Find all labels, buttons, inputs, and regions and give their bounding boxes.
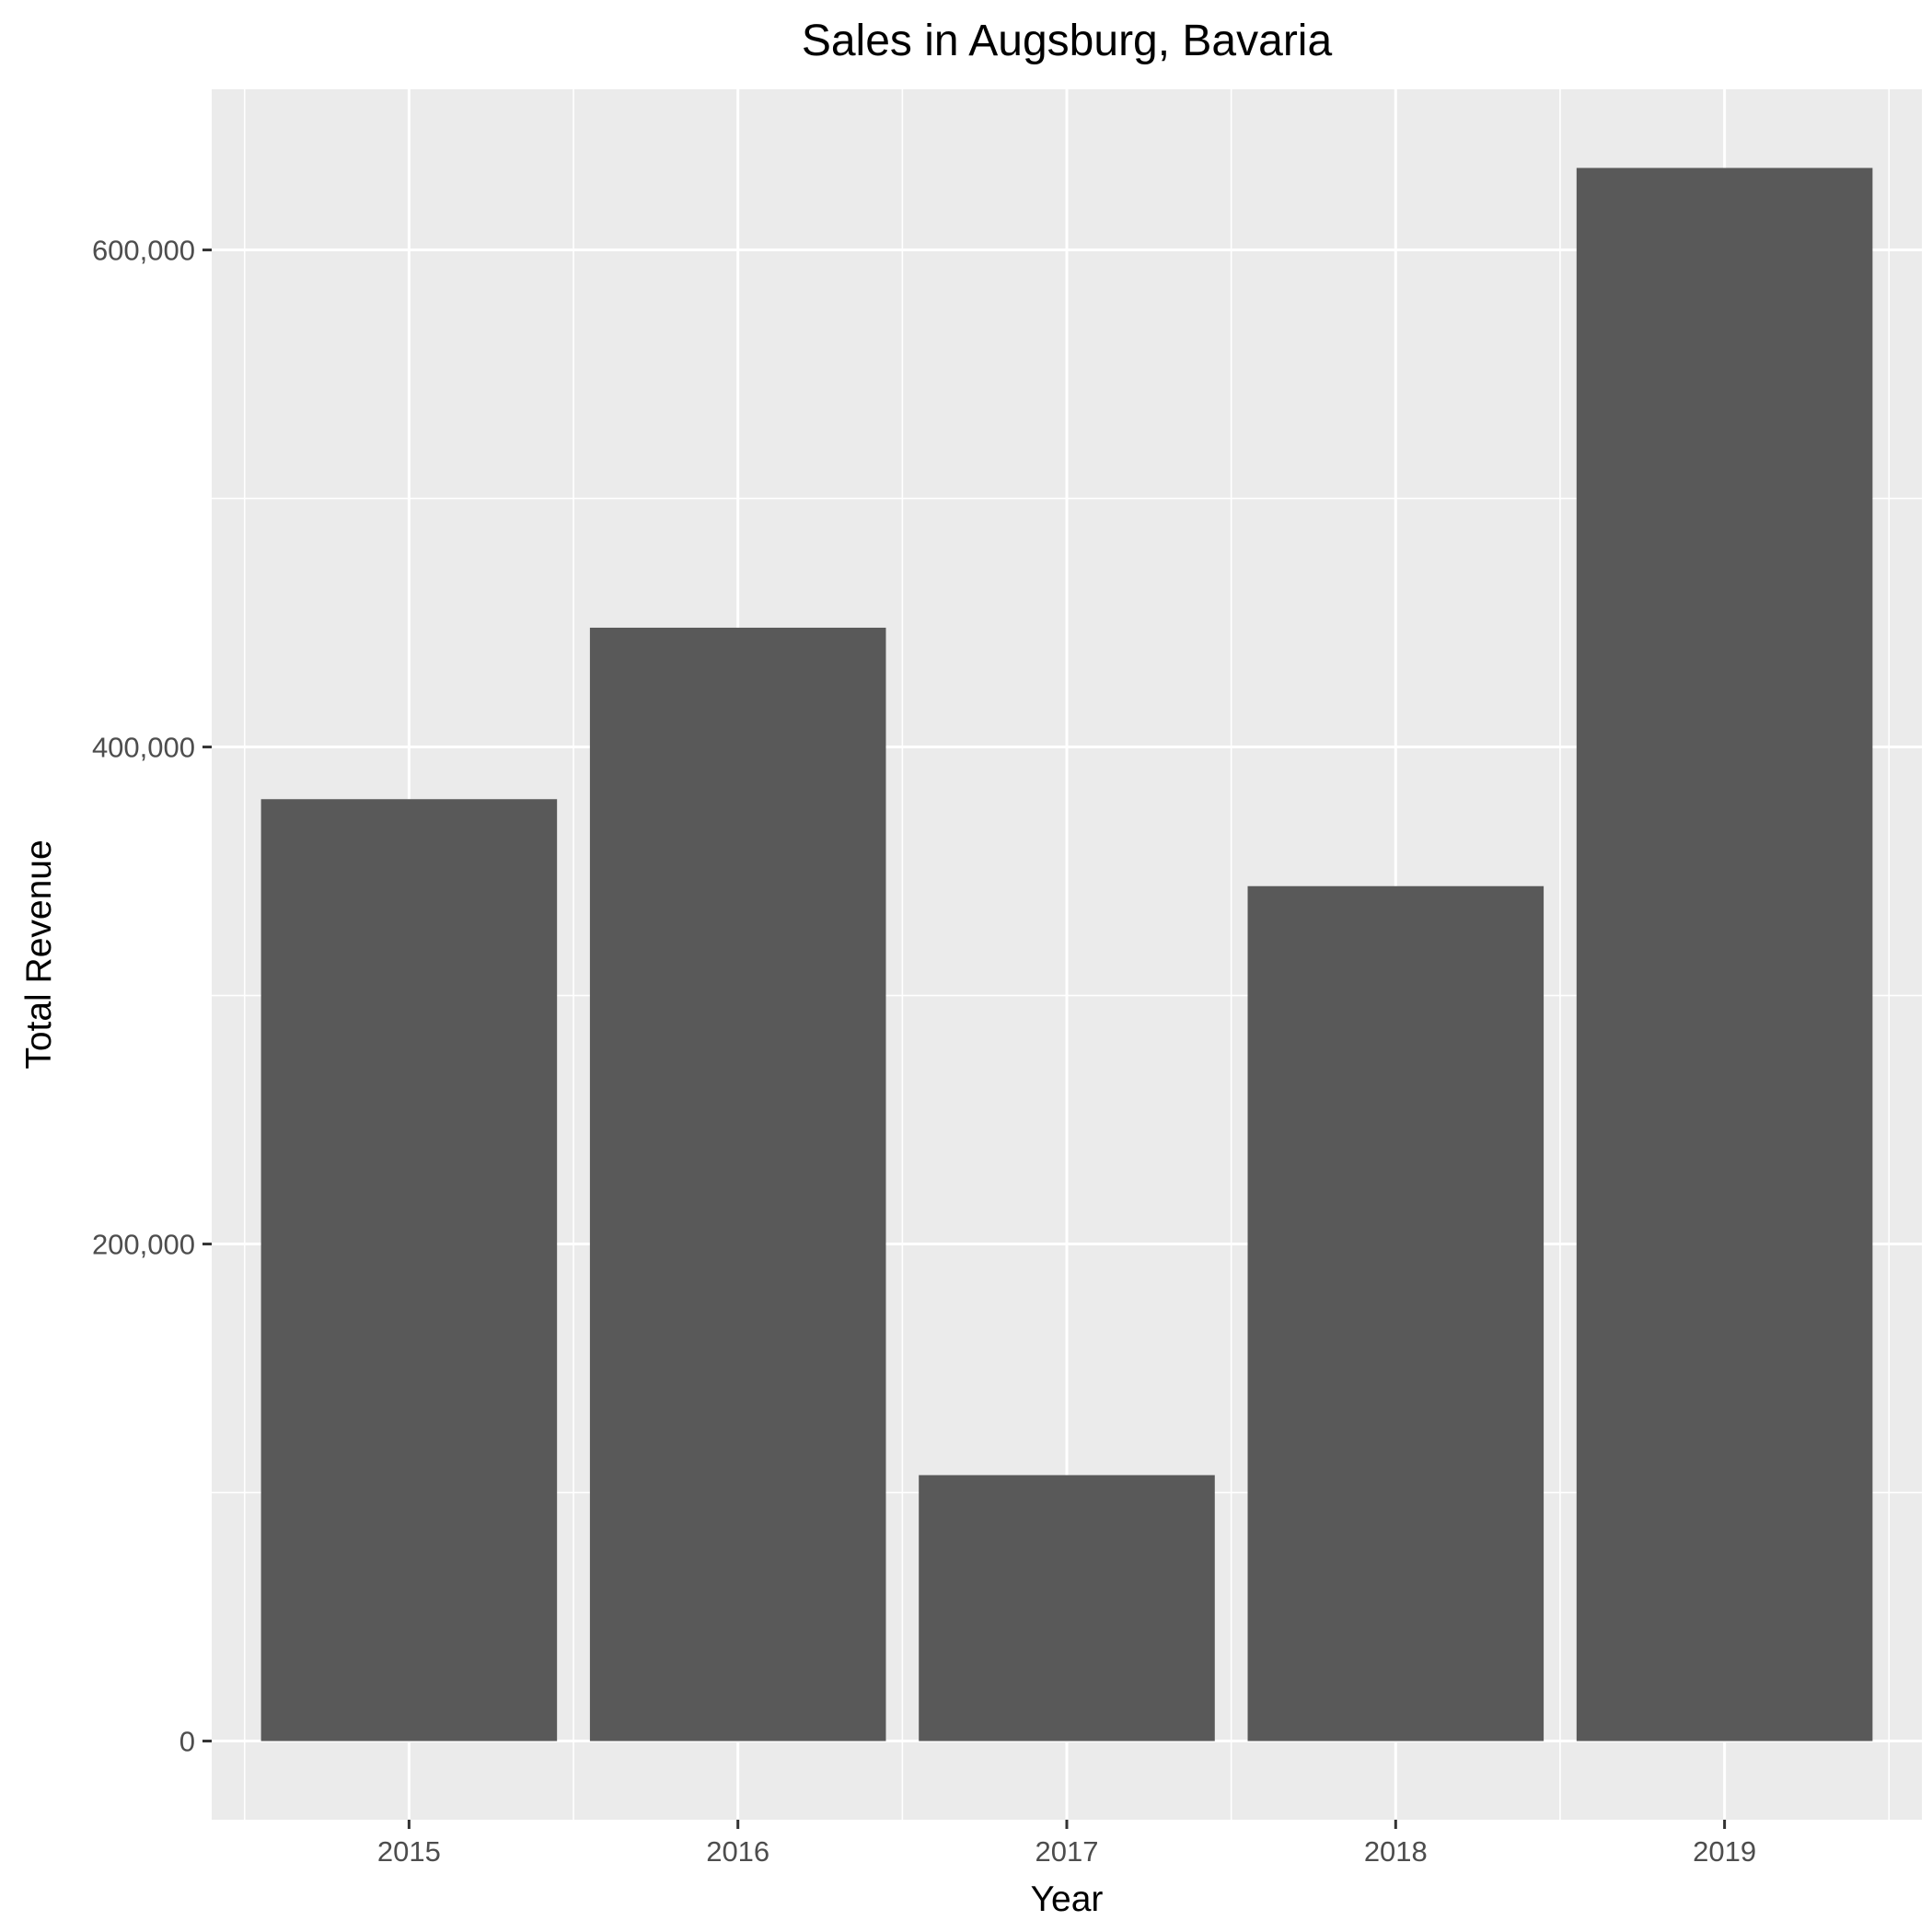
y-axis-ticks: 0 200,000 400,000 600,000 — [92, 235, 212, 1758]
x-tick-label: 2017 — [1035, 1835, 1099, 1868]
x-axis-title: Year — [1031, 1880, 1104, 1919]
x-tick-label: 2019 — [1693, 1835, 1756, 1868]
y-tick-label: 0 — [179, 1726, 195, 1758]
bars — [260, 168, 1873, 1741]
y-tick-label: 400,000 — [92, 732, 195, 764]
bar-2018 — [1247, 885, 1544, 1741]
bar-2015 — [260, 799, 558, 1741]
y-tick-label: 600,000 — [92, 235, 195, 267]
y-axis-title: Total Revenue — [19, 839, 59, 1069]
bar-2016 — [589, 627, 886, 1741]
x-axis-ticks: 2015 2016 2017 2018 2019 — [377, 1820, 1756, 1868]
chart-title: Sales in Augsburg, Bavaria — [802, 17, 1333, 65]
bar-2019 — [1576, 168, 1873, 1741]
x-tick-label: 2015 — [377, 1835, 441, 1868]
x-tick-label: 2016 — [706, 1835, 769, 1868]
bar-2017 — [919, 1475, 1215, 1741]
x-tick-label: 2018 — [1364, 1835, 1428, 1868]
y-tick-label: 200,000 — [92, 1229, 195, 1261]
